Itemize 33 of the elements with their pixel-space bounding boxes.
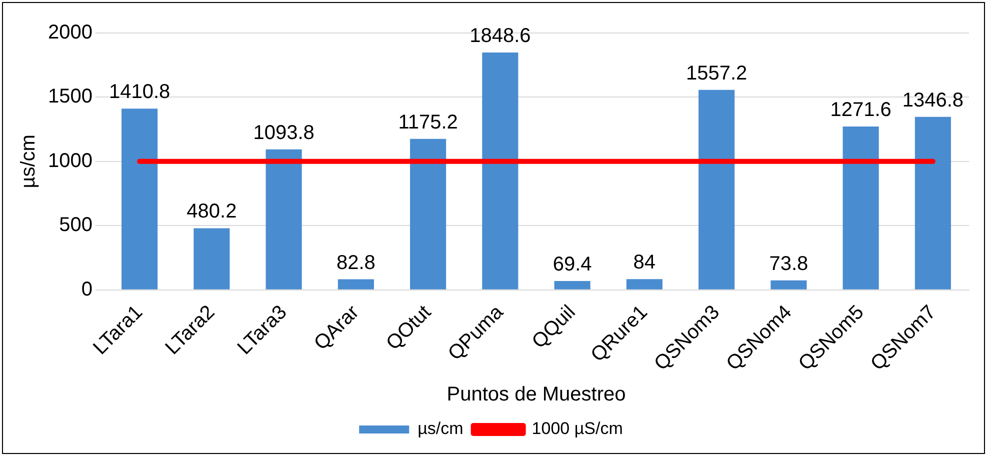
bar [842,126,879,290]
y-tick-label: 1000 [48,150,92,172]
data-label: 480.2 [186,200,237,223]
bar [194,228,230,290]
bar [122,108,158,290]
bar [770,280,807,290]
y-tick-label: 500 [59,214,92,236]
bar [626,279,662,290]
legend-label: µs/cm [418,419,464,438]
data-label: 1410.8 [108,81,170,104]
data-label: 82.8 [336,252,376,274]
bar [554,280,590,290]
bar [698,90,735,290]
data-label: 73.8 [769,252,808,275]
bar [266,149,302,290]
bar [410,138,446,290]
bar [914,116,951,290]
data-label: 84 [633,252,656,274]
legend-label: 1000 µS/cm [532,419,623,438]
data-label: 1175.2 [398,111,458,134]
x-axis-title: Puntos de Muestreo [446,384,626,406]
data-label: 1346.8 [902,89,964,112]
y-tick-label: 2000 [48,22,92,44]
data-label: 1557.2 [686,62,748,84]
bar [338,279,374,290]
data-label: 1848.6 [470,24,531,47]
y-axis-title: µs/cm [18,134,40,188]
bar [482,52,518,290]
data-label: 1093.8 [253,122,314,144]
y-tick-label: 0 [81,278,92,300]
y-tick-label: 1500 [48,86,92,108]
data-label: 1271.6 [830,99,892,122]
data-label: 69.4 [552,253,592,276]
